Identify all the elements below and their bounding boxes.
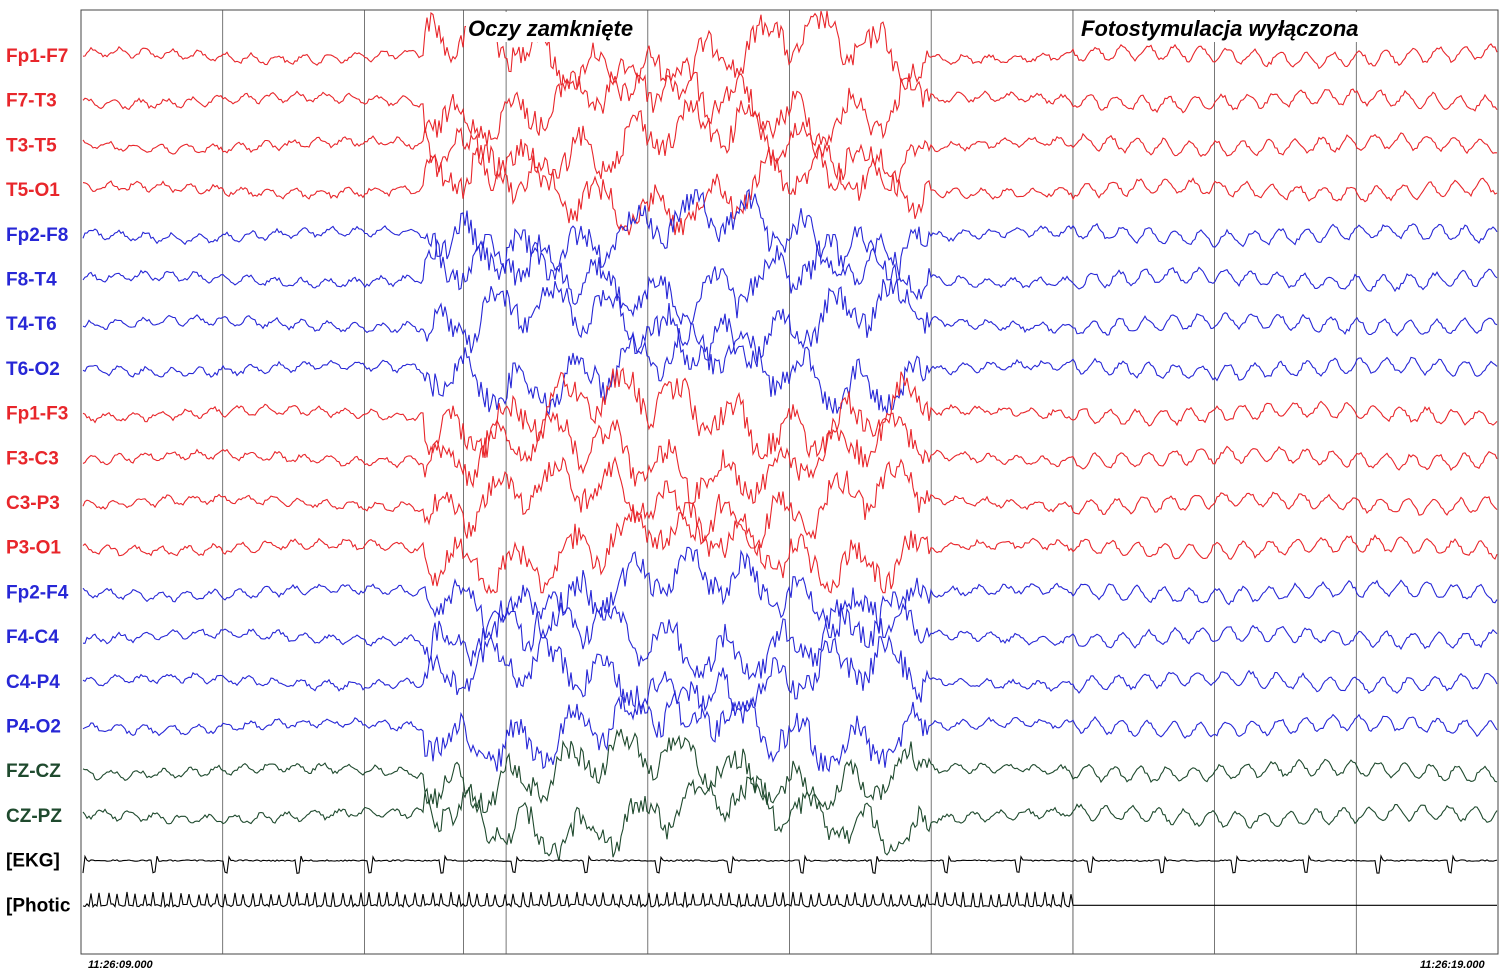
channel-label: T3-T5: [6, 135, 57, 156]
channel-label: Fp2-F8: [6, 225, 68, 246]
channel-trace: [82, 367, 1498, 460]
channel-label: Fp1-F3: [6, 404, 68, 425]
channel-label: CZ-PZ: [6, 806, 62, 827]
channel-label: Fp2-F4: [6, 582, 69, 603]
time-start-label: 11:26:09.000: [88, 959, 154, 971]
channel-trace: [82, 142, 1498, 236]
channel-trace: [82, 323, 1498, 416]
channel-trace: [82, 411, 1498, 505]
channel-label: F7-T3: [6, 91, 57, 112]
eeg-traces: [82, 10, 1498, 909]
channel-trace: [82, 502, 1498, 595]
channel-label: FZ-CZ: [6, 761, 61, 782]
channel-trace: [82, 891, 1497, 909]
channel-trace: [82, 546, 1498, 640]
channel-label: T5-O1: [6, 180, 60, 201]
channel-label: T4-T6: [6, 314, 57, 335]
channel-label: T6-O2: [6, 359, 60, 380]
channel-label: [Photic: [6, 895, 71, 916]
time-grid: [222, 10, 1357, 954]
channel-trace: [82, 634, 1498, 728]
channel-trace: [82, 56, 1498, 147]
channel-trace: [82, 188, 1498, 281]
channel-label: Fp1-F7: [6, 46, 68, 67]
annotation-eyes-closed: Oczy zamknięte: [468, 16, 633, 41]
channel-label: P4-O2: [6, 717, 61, 738]
channel-trace: [82, 681, 1498, 773]
channel-label: F4-C4: [6, 627, 59, 648]
time-end-label: 11:26:19.000: [1420, 959, 1486, 971]
annotation-photic-off-bg: [1079, 12, 1371, 42]
channel-label: F8-T4: [6, 270, 57, 291]
channel-trace: [82, 232, 1498, 326]
channel-trace: [82, 10, 1498, 102]
channel-label: F3-C3: [6, 448, 59, 469]
channel-label: C3-P3: [6, 493, 60, 514]
channel-trace: [82, 774, 1498, 862]
channel-labels: Fp1-F7 F7-T3 T3-T5 T5-O1 Fp2-F8 F8-T4 T4-T6 T6-…: [6, 46, 71, 916]
annotation-eyes-closed-bg: [466, 12, 638, 42]
channel-trace: [82, 854, 1498, 875]
channel-trace: [82, 591, 1498, 681]
channel-trace: [82, 279, 1498, 370]
channel-label: [EKG]: [6, 851, 60, 872]
channel-label: P3-O1: [6, 538, 61, 559]
channel-trace: [82, 728, 1498, 814]
channel-trace: [82, 456, 1498, 549]
annotation-photic-off: Fotostymulacja wyłączona: [1081, 16, 1359, 41]
channel-label: C4-P4: [6, 672, 60, 693]
channel-trace: [82, 98, 1498, 192]
